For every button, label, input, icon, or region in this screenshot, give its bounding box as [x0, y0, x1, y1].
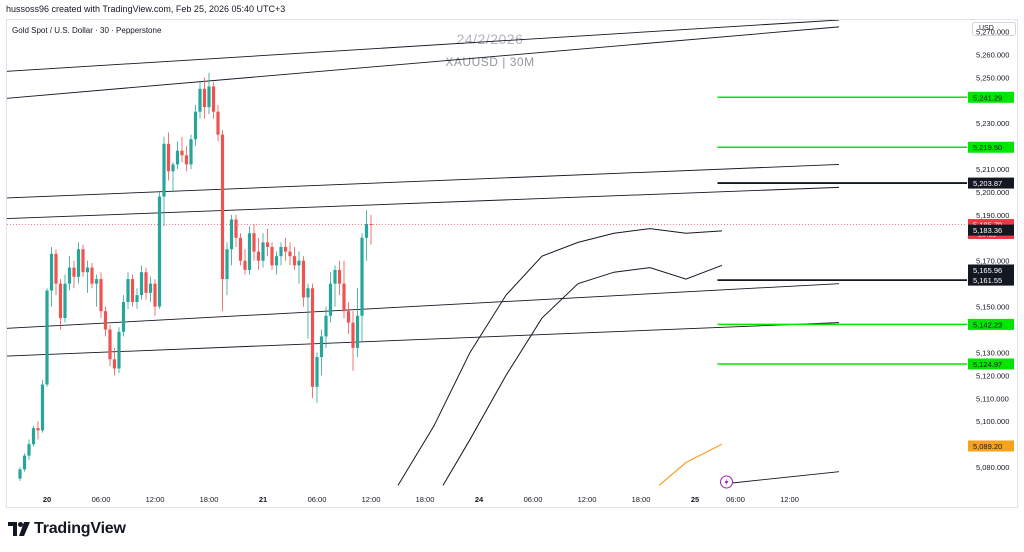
- watermark-symbol: XAUUSD | 30M: [445, 55, 535, 69]
- chart-frame[interactable]: [6, 19, 1018, 508]
- currency-button[interactable]: USD: [972, 22, 1016, 36]
- brand-name: TradingView: [34, 520, 126, 537]
- tradingview-logo-icon: [8, 522, 30, 536]
- chart-credit: hussoss96 created with TradingView.com, …: [6, 4, 286, 14]
- watermark-date: 24/2/2026: [456, 31, 524, 47]
- tradingview-brand: TradingView: [8, 520, 126, 538]
